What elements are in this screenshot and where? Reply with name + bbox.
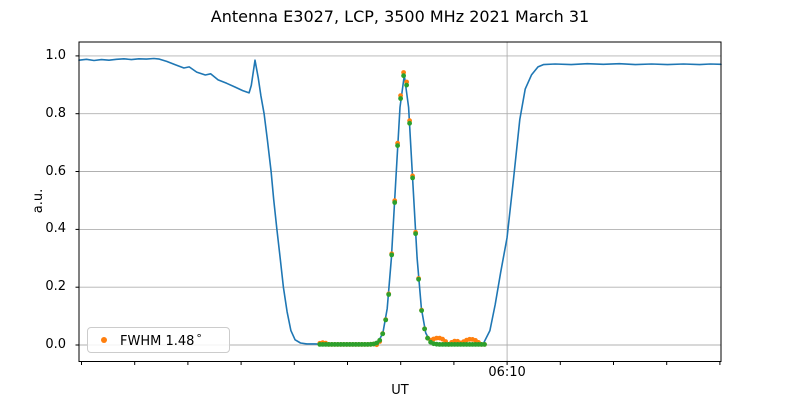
y-axis-label: a.u.	[31, 188, 46, 214]
fit-dot	[410, 175, 415, 181]
fit-dot	[482, 342, 487, 347]
legend-label-text: FWHM 1.48	[120, 333, 195, 349]
plot-border	[78, 41, 722, 362]
fit-dot	[386, 292, 392, 297]
fit-dot	[395, 143, 400, 149]
fit-dot	[401, 73, 406, 79]
fit-dot	[380, 331, 386, 337]
y-tick-label: 0.2	[45, 279, 66, 295]
fit-dot	[392, 200, 398, 205]
fit-dot	[419, 308, 424, 313]
fit-dot	[407, 120, 412, 126]
y-tick-label: 0.6	[45, 163, 66, 179]
fit-dot	[383, 317, 389, 323]
fit-dot	[425, 335, 430, 341]
y-tick-label: 0.4	[45, 221, 66, 237]
degree-symbol: °	[196, 331, 202, 345]
y-tick-label: 1.0	[45, 47, 66, 63]
fit-dot	[416, 276, 421, 282]
legend: FWHM 1.48 °	[87, 327, 230, 353]
scan-line	[78, 57, 722, 346]
legend-marker-dot	[101, 337, 107, 343]
fit-dot	[389, 252, 395, 258]
fit-dot	[398, 96, 403, 101]
x-tick-label-0610: 06:10	[488, 365, 526, 380]
legend-label: FWHM 1.48 °	[120, 332, 202, 349]
y-tick-label: 0.0	[45, 337, 66, 353]
y-tick-label: 0.8	[45, 105, 66, 121]
fit-dot	[422, 326, 427, 332]
fit-dot	[377, 337, 383, 343]
fit-dot	[413, 231, 418, 237]
fit-dot	[404, 82, 409, 88]
x-axis-label: UT	[391, 383, 409, 398]
chart-title: Antenna E3027, LCP, 3500 MHz 2021 March …	[210, 7, 590, 26]
